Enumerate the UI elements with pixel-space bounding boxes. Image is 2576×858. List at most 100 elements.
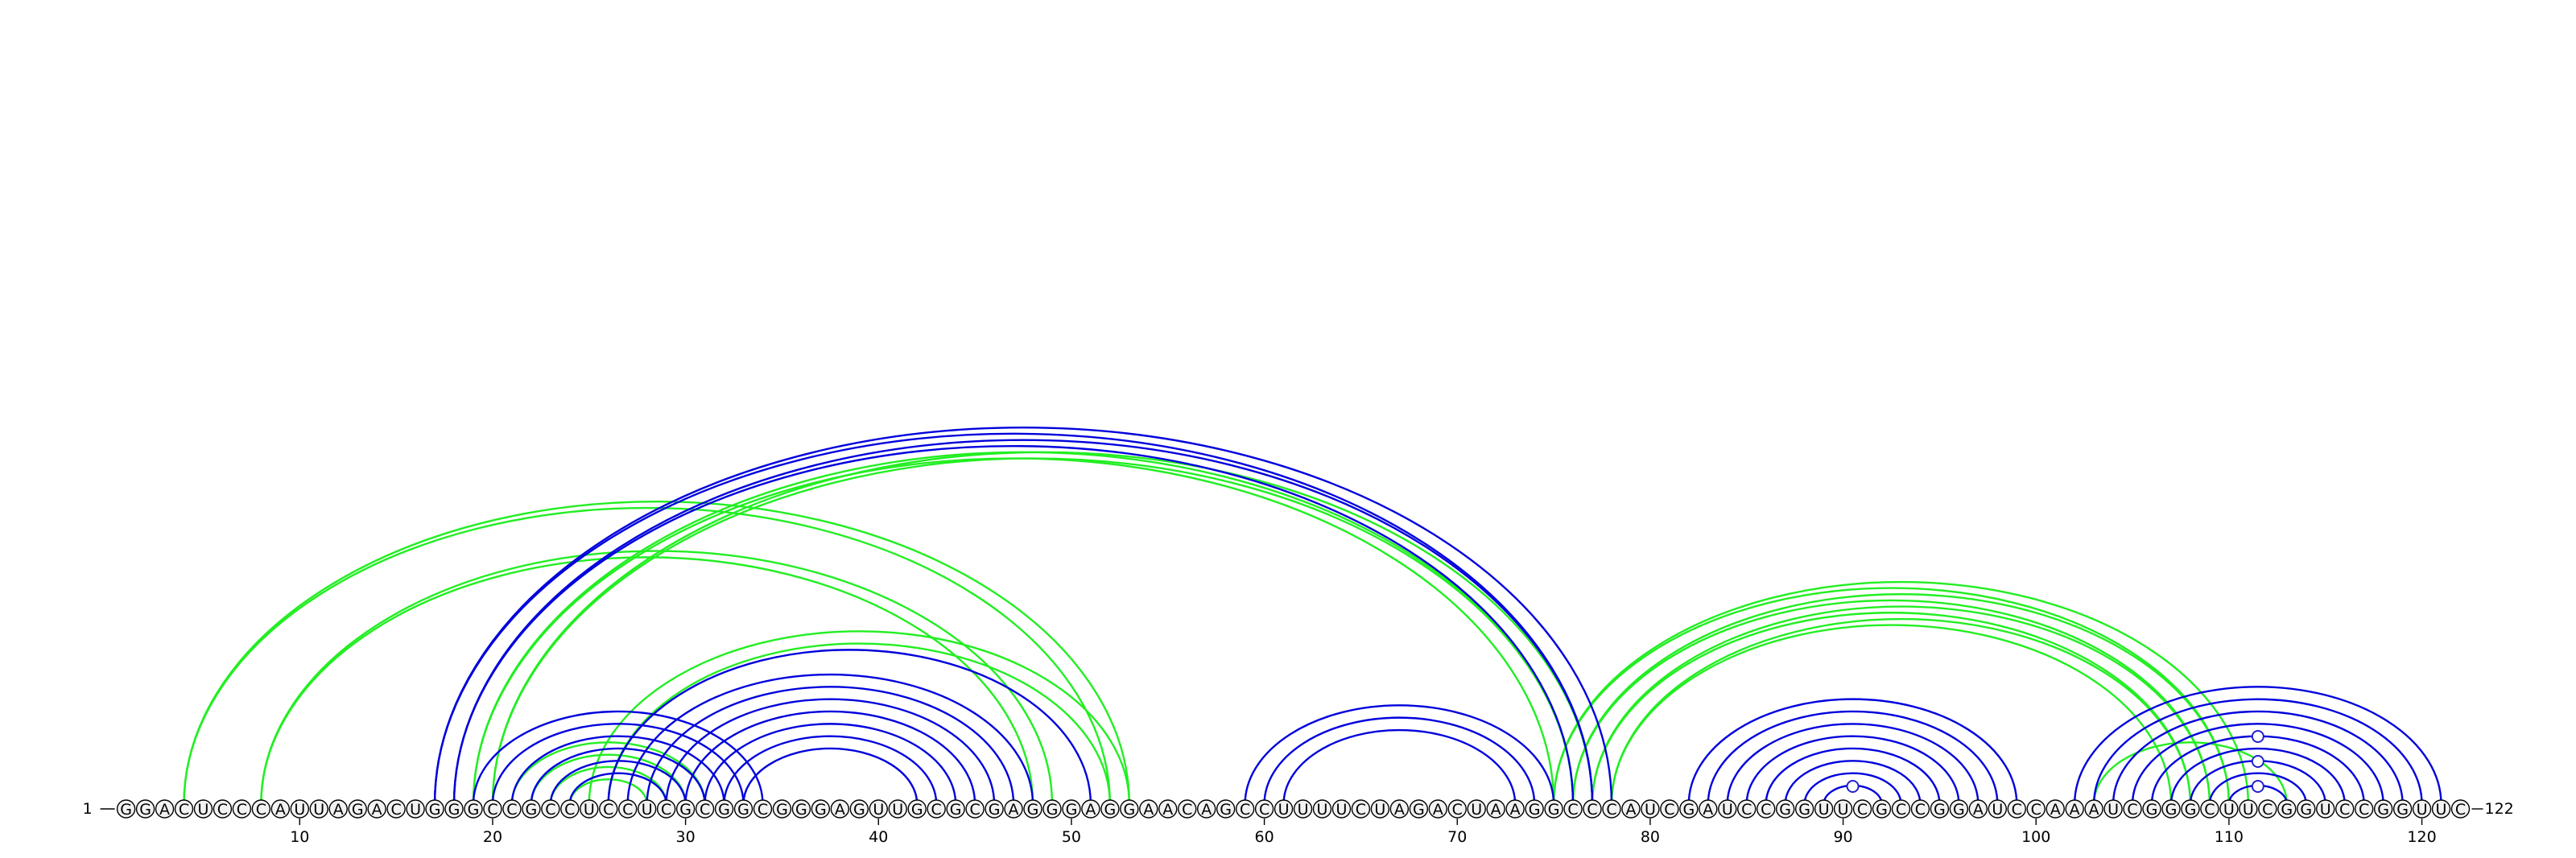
nucleotide-circle <box>869 799 888 819</box>
axis-layer: 1 122 <box>83 800 2514 818</box>
nucleotide: U <box>1833 799 1853 819</box>
nucleotide: G <box>791 799 811 819</box>
nucleotide: A <box>2065 799 2084 819</box>
nucleotide: C <box>174 799 194 819</box>
nucleotide-circle <box>1370 799 1390 819</box>
nucleotide-circle <box>367 799 386 819</box>
nucleotide-circle <box>232 799 252 819</box>
nucleotide-letter: C <box>1664 801 1674 819</box>
nucleotide-letter: C <box>661 801 671 819</box>
nucleotide: G <box>2392 799 2413 819</box>
nucleotide: C <box>2334 799 2355 819</box>
nucleotide-circle <box>1794 799 1814 819</box>
nucleotide-circle <box>772 799 792 819</box>
nucleotide-circle <box>1042 799 1062 819</box>
nucleotide-circle <box>907 799 927 819</box>
nucleotide-letter: G <box>448 801 460 819</box>
green-arc <box>588 630 1131 805</box>
nucleotide-circle <box>541 799 560 819</box>
nucleotide: G <box>772 799 792 819</box>
nucleotide: C <box>965 799 985 819</box>
blue-arc <box>510 735 725 805</box>
nucleotide: G <box>1794 799 1814 819</box>
nucleotide-circle <box>1389 799 1410 819</box>
nucleotide-circle <box>502 799 522 819</box>
nucleotide-letter: C <box>969 801 980 819</box>
nucleotide-circle <box>1196 799 1216 819</box>
blue-arc <box>646 686 1015 805</box>
nucleotide: C <box>927 799 946 819</box>
nucleotide-circle <box>2123 799 2142 819</box>
nucleotide: C <box>2200 799 2219 819</box>
green-arc <box>1552 587 2231 805</box>
blue-arc <box>1745 735 1960 805</box>
nucleotide-letter: C <box>700 801 710 819</box>
blue-arc <box>2073 686 2442 805</box>
blue-arc <box>2208 772 2307 805</box>
nucleotide: A <box>1428 799 1447 819</box>
nucleotide-letter: C <box>2012 801 2022 819</box>
nucleotide: C <box>1351 799 1371 819</box>
nucleotide-letter: U <box>2417 801 2428 819</box>
blue-arc <box>1707 710 1999 805</box>
nucleotide-letter: C <box>390 801 401 819</box>
nucleotide-letter: C <box>237 801 247 819</box>
nucleotide-circle <box>1660 799 1679 819</box>
blue-arc <box>684 711 976 805</box>
nucleotide: G <box>2297 799 2316 819</box>
nucleotide-circle <box>637 799 657 819</box>
nucleotide: C <box>1563 799 1583 819</box>
nucleotide: G <box>1525 799 1544 819</box>
nucleotide-letter: G <box>352 801 364 819</box>
nucleotide: A <box>1081 799 1100 819</box>
nucleotide-circle <box>406 799 425 819</box>
nucleotide: U <box>1467 799 1486 819</box>
nucleotide: G <box>946 799 965 819</box>
nucleotide-circle <box>1679 799 1699 819</box>
nucleotide: G <box>714 799 734 819</box>
blue-arc <box>452 439 1594 805</box>
start-position-label: 1 <box>83 800 93 818</box>
nucleotide-circle <box>251 799 271 819</box>
nucleotide-letter: U <box>1992 801 2003 819</box>
nucleotide: U <box>1988 799 2008 819</box>
nucleotide-circle <box>2277 799 2297 819</box>
nucleotide-circle <box>1563 799 1583 819</box>
nucleotide-circle <box>2026 799 2046 819</box>
nucleotide-letter: C <box>1761 801 1771 819</box>
nucleotide-circle <box>2103 799 2123 819</box>
loop-marker <box>1846 780 1860 793</box>
nucleotide-letter: G <box>737 801 749 819</box>
nucleotide-circle <box>1428 799 1447 819</box>
nucleotide-letter: G <box>853 801 865 819</box>
nucleotide-letter: C <box>2204 801 2215 819</box>
nucleotide: U <box>1293 799 1313 819</box>
nucleotide-circle <box>425 799 444 819</box>
nucleotide: C <box>1447 799 1467 819</box>
nucleotide-circle <box>1467 799 1486 819</box>
nucleotide: U <box>1718 799 1737 819</box>
blue-arc <box>1784 760 1922 805</box>
nucleotide-letter: C <box>758 801 768 819</box>
nucleotide-circle <box>309 799 328 819</box>
nucleotide-circle <box>2161 799 2181 819</box>
nucleotide-letter: A <box>1143 801 1154 819</box>
nucleotide: A <box>328 799 348 819</box>
nucleotide-circle <box>116 799 136 819</box>
nucleotide-circle <box>290 799 309 819</box>
nucleotide-letter: C <box>1240 801 1250 819</box>
loop-marker <box>2251 755 2264 768</box>
nucleotide: U <box>2103 799 2123 819</box>
nucleotide-letter: U <box>410 801 421 819</box>
nucleotide-letter: G <box>2165 801 2178 819</box>
nucleotide-letter: U <box>1278 801 1290 819</box>
nucleotide: U <box>1814 799 1834 819</box>
nucleotide: C <box>541 799 560 819</box>
nucleotide-letter: U <box>1722 801 1733 819</box>
nucleotide-circle <box>675 799 696 819</box>
nucleotide: U <box>1274 799 1294 819</box>
nucleotide-letter: G <box>2300 801 2312 819</box>
nucleotide-letter: U <box>313 801 324 819</box>
nucleotide-letter: G <box>1220 801 1232 819</box>
nucleotide: U <box>193 799 213 819</box>
